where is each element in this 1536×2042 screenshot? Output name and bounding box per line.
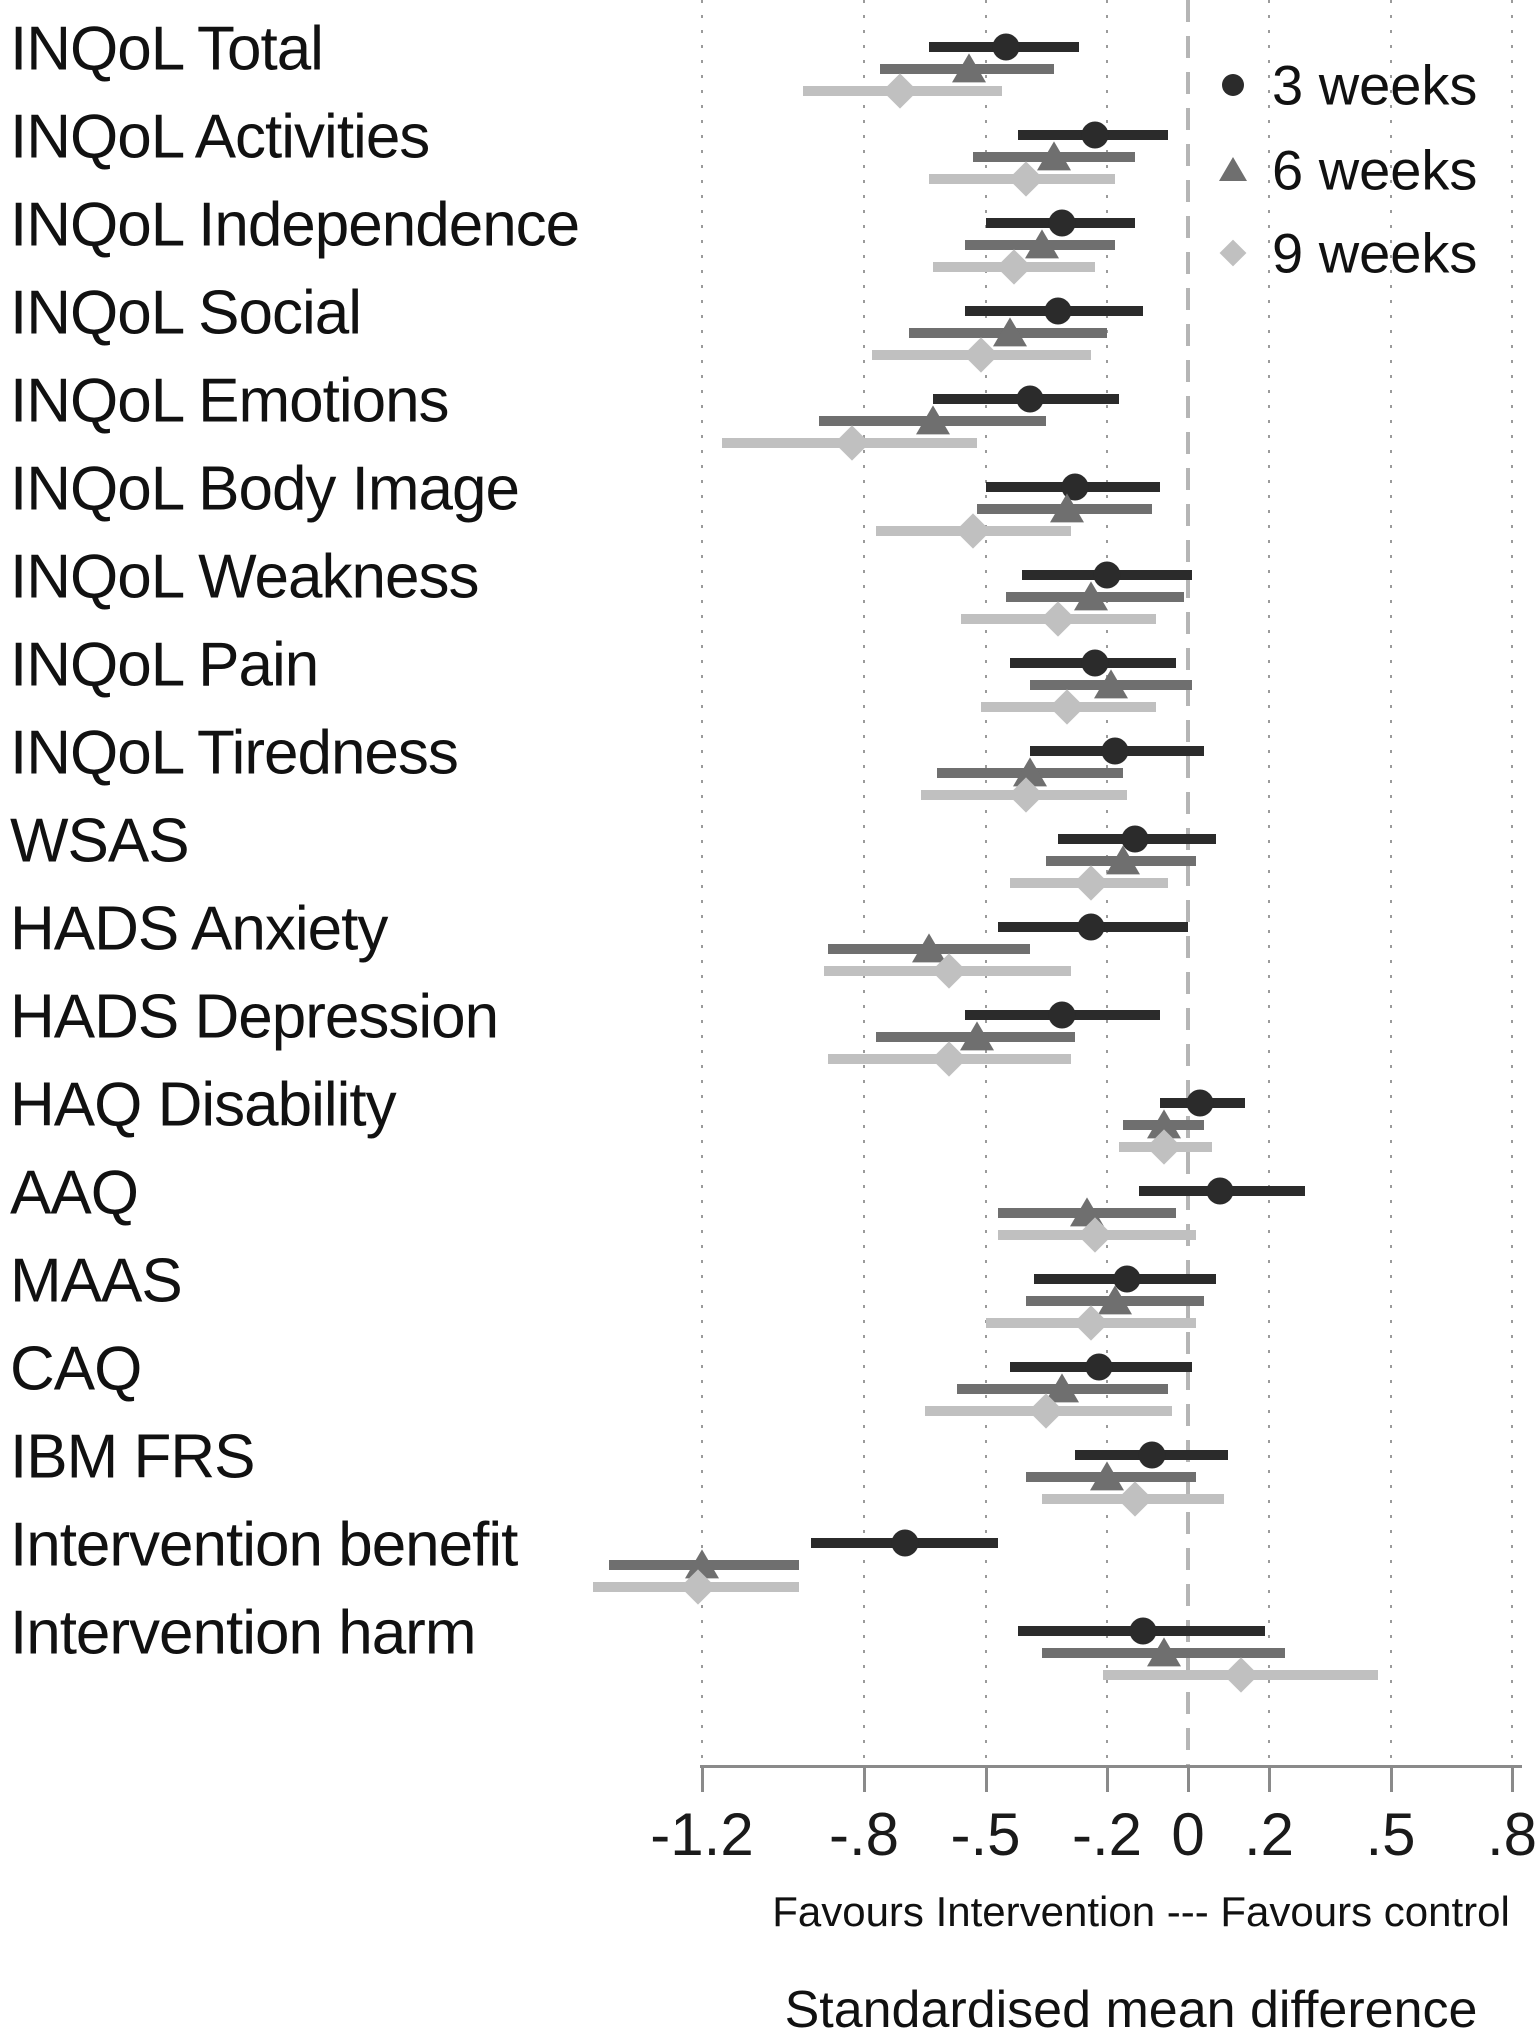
gridline	[984, 0, 987, 1765]
triangle-marker-icon	[1146, 1637, 1181, 1667]
outcome-label: WSAS	[10, 806, 190, 876]
gridline	[701, 0, 703, 1765]
x-axis-tick-label: -.8	[828, 1801, 900, 1868]
diamond-marker-icon	[1040, 601, 1077, 637]
outcome-label: INQoL Total	[10, 14, 324, 84]
outcome-label: AAQ	[10, 1158, 139, 1228]
x-axis-tick-label: .5	[1365, 1801, 1416, 1868]
x-axis-tick	[1187, 1765, 1190, 1792]
outcome-label: CAQ	[10, 1334, 142, 1404]
triangle-marker-icon	[992, 317, 1027, 347]
triangle-marker-icon	[1090, 1461, 1124, 1491]
gridline	[863, 0, 865, 1765]
outcome-label: INQoL Independence	[10, 190, 580, 260]
x-axis-tick-label: -.5	[950, 1801, 1021, 1868]
x-axis-tick	[1106, 1765, 1109, 1792]
outcome-label: INQoL Social	[10, 278, 362, 348]
outcome-label: INQoL Weakness	[10, 542, 479, 612]
gridline	[1268, 0, 1270, 1765]
diamond-marker-icon	[1222, 1657, 1259, 1693]
gridline	[1389, 0, 1392, 1765]
zero-reference-line	[1186, 0, 1190, 1765]
circle-marker-icon	[992, 33, 1020, 61]
triangle-marker-icon	[1073, 581, 1108, 611]
triangle-marker-icon	[1094, 669, 1129, 699]
x-axis-tick-label: -.2	[1071, 1801, 1143, 1868]
circle-marker-icon	[1048, 1001, 1076, 1029]
diamond-marker-icon	[1048, 689, 1085, 725]
x-axis-tick	[984, 1765, 988, 1792]
circle-marker-icon	[891, 1529, 918, 1557]
outcome-label: Intervention harm	[10, 1598, 476, 1668]
gridline	[1511, 0, 1513, 1765]
triangle-marker-icon	[1049, 493, 1084, 523]
x-axis-tick-label: .2	[1243, 1801, 1295, 1868]
triangle-marker-icon	[952, 53, 987, 83]
x-axis-tick	[1511, 1765, 1514, 1792]
outcome-label: HADS Anxiety	[10, 894, 388, 964]
circle-marker-icon	[1016, 385, 1044, 413]
outcome-label: IBM FRS	[10, 1422, 255, 1492]
legend-label-9-weeks: 9 weeks	[1272, 221, 1478, 285]
triangle-marker-icon	[1106, 845, 1141, 875]
outcome-label: HAQ Disability	[10, 1070, 397, 1140]
outcome-label: INQoL Emotions	[10, 366, 450, 436]
legend-label-6-weeks: 6 weeks	[1272, 138, 1478, 202]
triangle-marker-icon	[1098, 1285, 1133, 1315]
circle-marker-icon	[1206, 1177, 1234, 1205]
circle-marker-icon	[1222, 74, 1244, 96]
x-axis-tick	[1389, 1765, 1393, 1792]
triangle-marker-icon	[1025, 229, 1060, 259]
outcome-label: Intervention benefit	[10, 1510, 518, 1580]
circle-marker-icon	[1077, 913, 1105, 941]
triangle-marker-icon	[911, 933, 946, 963]
outcome-label: INQoL Pain	[10, 630, 319, 700]
diamond-marker-icon	[1219, 239, 1247, 267]
triangle-marker-icon	[1219, 157, 1247, 182]
outcome-label: INQoL Tiredness	[10, 718, 459, 788]
outcome-label: MAAS	[10, 1246, 183, 1316]
legend-label-3-weeks: 3 weeks	[1272, 53, 1478, 117]
diamond-marker-icon	[1073, 865, 1109, 901]
outcome-label: INQoL Body Image	[10, 454, 520, 524]
circle-marker-icon	[1186, 1089, 1214, 1117]
x-axis-tick	[863, 1765, 866, 1792]
x-axis-title: Standardised mean difference	[784, 1981, 1478, 2039]
circle-marker-icon	[1044, 297, 1072, 325]
circle-marker-icon	[1081, 121, 1109, 149]
x-axis-tick-label: -1.2	[650, 1801, 754, 1868]
outcome-label: HADS Depression	[10, 982, 499, 1052]
favours-direction-note: Favours Intervention --- Favours control	[772, 1888, 1510, 1935]
x-axis-tick	[1268, 1765, 1271, 1792]
circle-marker-icon	[1085, 1353, 1113, 1381]
x-axis-tick-label: 0	[1171, 1801, 1205, 1868]
outcome-label: INQoL Activities	[10, 102, 430, 172]
triangle-marker-icon	[915, 405, 950, 435]
x-axis-tick	[701, 1765, 704, 1792]
circle-marker-icon	[1138, 1441, 1166, 1469]
x-axis-tick-label: .8	[1486, 1801, 1536, 1868]
diamond-marker-icon	[882, 73, 919, 109]
triangle-marker-icon	[960, 1021, 995, 1051]
x-axis-line	[700, 1765, 1522, 1768]
circle-marker-icon	[1101, 737, 1129, 765]
triangle-marker-icon	[1037, 141, 1072, 171]
